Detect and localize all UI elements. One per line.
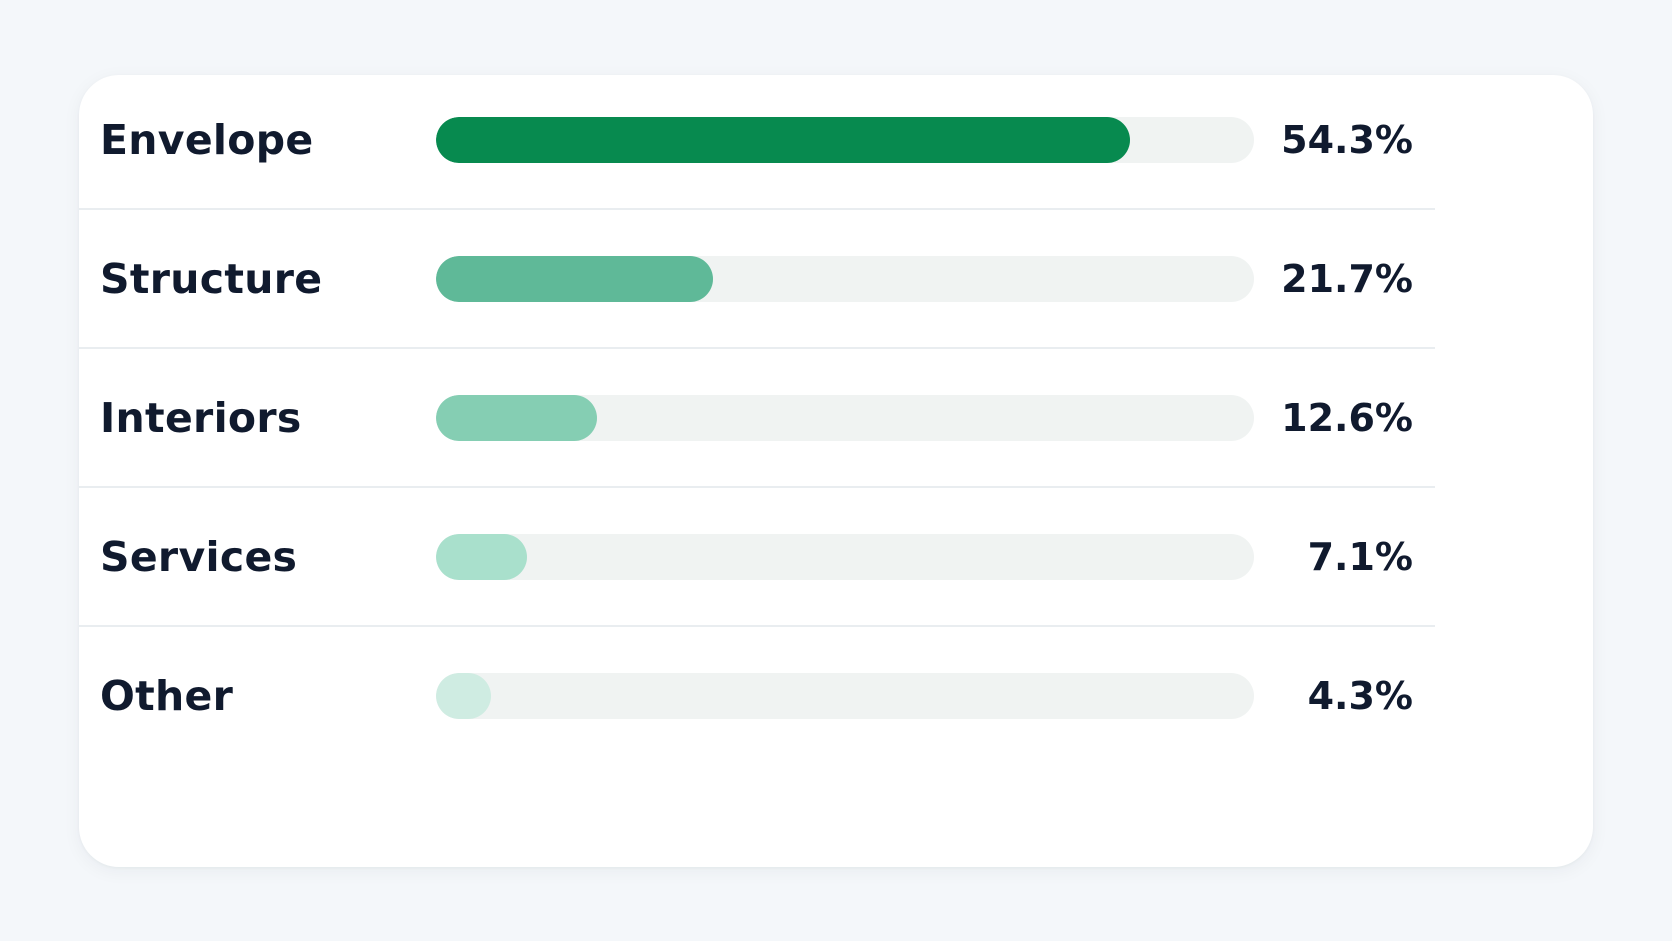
- bar-row-envelope: Envelope 54.3%: [79, 71, 1435, 208]
- bar-interiors: [436, 394, 598, 441]
- bar-row-other: Other 4.3%: [79, 625, 1435, 764]
- bar-chart: Envelope 54.3% Structure 21.7% Interiors…: [79, 71, 1435, 764]
- value-label-other: 4.3%: [1307, 673, 1413, 718]
- bar-row-interiors: Interiors 12.6%: [79, 347, 1435, 486]
- chart-card: [79, 75, 1593, 867]
- bar-envelope: [436, 116, 1131, 163]
- category-label-other: Other: [100, 671, 234, 720]
- category-label-interiors: Interiors: [100, 393, 302, 442]
- value-label-envelope: 54.3%: [1281, 117, 1413, 162]
- value-label-services: 7.1%: [1307, 534, 1413, 579]
- bar-row-services: Services 7.1%: [79, 486, 1435, 625]
- bar-track-envelope: [436, 116, 1254, 163]
- bar-structure: [436, 255, 714, 302]
- bar-track-services: [436, 533, 1254, 580]
- value-label-structure: 21.7%: [1281, 256, 1413, 301]
- bar-row-structure: Structure 21.7%: [79, 208, 1435, 347]
- bar-services: [436, 533, 527, 580]
- bar-track-interiors: [436, 394, 1254, 441]
- category-label-envelope: Envelope: [100, 115, 314, 164]
- category-label-services: Services: [100, 532, 298, 581]
- bar-other: [436, 672, 491, 719]
- category-label-structure: Structure: [100, 254, 323, 303]
- bar-track-other: [436, 672, 1254, 719]
- value-label-interiors: 12.6%: [1281, 395, 1413, 440]
- bar-track-structure: [436, 255, 1254, 302]
